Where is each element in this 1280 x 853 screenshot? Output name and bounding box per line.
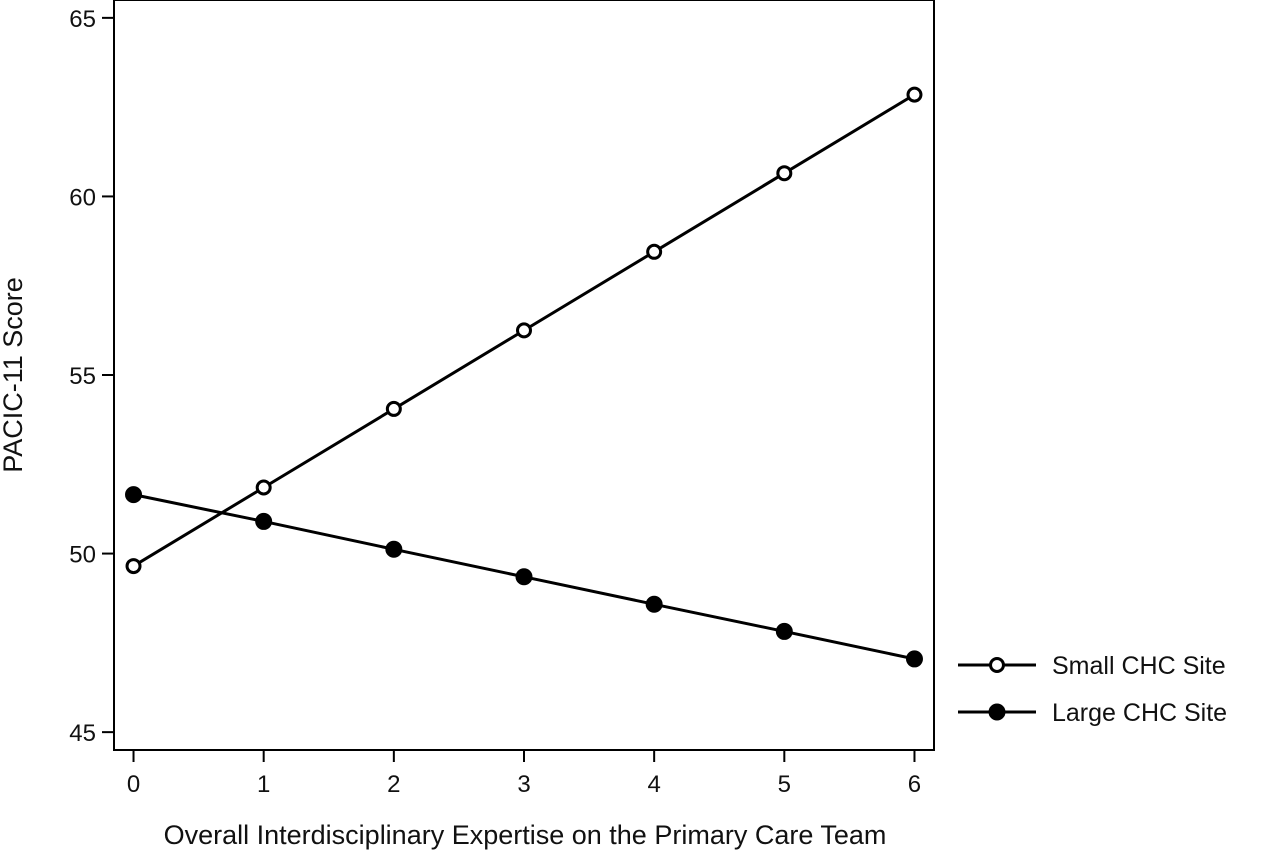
- data-point-small-chc-site: [255, 479, 272, 496]
- data-point-large-chc-site: [645, 595, 663, 613]
- x-axis-title: Overall Interdisciplinary Expertise on t…: [164, 820, 887, 850]
- x-tick-label: 4: [647, 771, 660, 798]
- data-point-large-chc-site: [775, 622, 793, 640]
- x-tick-label: 1: [257, 771, 270, 798]
- data-point-large-chc-site: [905, 650, 923, 668]
- data-point-large-chc-site: [125, 486, 143, 504]
- data-point-small-chc-site: [906, 86, 923, 103]
- y-axis-title: PACIC-11 Score: [0, 277, 28, 473]
- data-point-small-chc-site: [776, 165, 793, 182]
- y-axis: 45 50 55 60 65: [69, 6, 114, 747]
- y-tick-label: 60: [69, 184, 96, 211]
- y-tick-label: 55: [69, 363, 96, 390]
- x-tick-label: 3: [517, 771, 530, 798]
- data-point-large-chc-site: [255, 512, 273, 530]
- data-point-large-chc-site: [515, 568, 533, 586]
- x-tick-label: 2: [387, 771, 400, 798]
- x-axis: 0 1 2 3 4 5 6: [127, 750, 921, 798]
- legend: Small CHC Site Large CHC Site: [958, 652, 1227, 727]
- y-tick-label: 50: [69, 542, 96, 569]
- data-point-small-chc-site: [646, 243, 663, 260]
- x-tick-label: 5: [778, 771, 791, 798]
- legend-label-large-chc-site: Large CHC Site: [1052, 699, 1227, 727]
- y-tick-label: 65: [69, 6, 96, 33]
- data-point-small-chc-site: [125, 558, 142, 575]
- legend-marker-large-chc-site: [988, 703, 1006, 721]
- x-tick-label: 6: [908, 771, 921, 798]
- y-tick-label: 45: [69, 720, 96, 747]
- x-tick-label: 0: [127, 771, 140, 798]
- data-point-large-chc-site: [385, 540, 403, 558]
- data-point-small-chc-site: [516, 322, 532, 339]
- legend-marker-small-chc-site: [989, 657, 1005, 673]
- series-layer: [125, 86, 923, 668]
- data-point-small-chc-site: [385, 400, 402, 417]
- legend-label-small-chc-site: Small CHC Site: [1052, 652, 1226, 680]
